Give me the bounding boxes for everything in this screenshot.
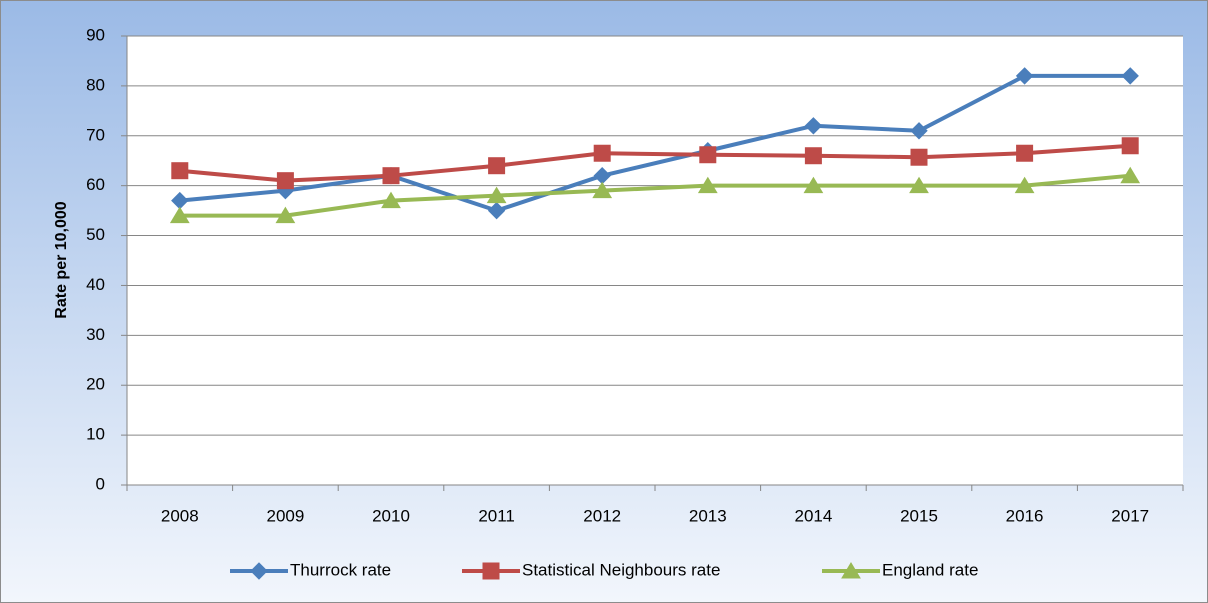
- y-tick-label: 40: [86, 275, 105, 294]
- x-tick-label: 2016: [1006, 506, 1044, 525]
- marker: [488, 157, 506, 175]
- y-tick-label: 20: [86, 375, 105, 394]
- x-tick-label: 2017: [1111, 506, 1149, 525]
- y-tick-label: 80: [86, 75, 105, 94]
- legend-marker: [841, 562, 861, 579]
- marker: [1121, 67, 1139, 85]
- x-tick-label: 2015: [900, 506, 938, 525]
- marker: [276, 172, 294, 190]
- series-line: [179, 73, 1131, 213]
- marker: [487, 201, 506, 220]
- x-tick-label: 2013: [689, 506, 727, 525]
- legend-label: England rate: [882, 560, 978, 579]
- y-tick-label: 70: [86, 125, 105, 144]
- marker: [593, 144, 611, 162]
- x-tick-label: 2010: [372, 506, 410, 525]
- marker: [909, 176, 929, 194]
- y-tick-label: 30: [86, 325, 105, 344]
- marker: [803, 176, 824, 194]
- marker: [275, 206, 296, 224]
- y-tick-label: 50: [86, 225, 105, 244]
- x-tick-label: 2011: [478, 506, 515, 525]
- marker: [382, 167, 400, 185]
- x-tick-label: 2012: [583, 506, 621, 525]
- x-tick-label: 2008: [161, 506, 199, 525]
- y-tick-label: 0: [96, 474, 105, 493]
- marker: [804, 117, 823, 135]
- plot-area: [127, 36, 1183, 485]
- marker: [910, 148, 928, 166]
- marker: [1121, 137, 1139, 155]
- marker: [804, 147, 822, 165]
- legend-label: Statistical Neighbours rate: [522, 560, 720, 579]
- y-axis-title: Rate per 10,000: [53, 201, 70, 319]
- marker: [1014, 176, 1035, 194]
- marker: [486, 186, 507, 204]
- x-tick-label: 2009: [266, 506, 304, 525]
- marker: [699, 146, 717, 164]
- y-tick-label: 60: [86, 175, 105, 194]
- marker: [381, 191, 401, 209]
- legend-marker: [482, 562, 500, 580]
- y-tick-label: 90: [86, 25, 105, 44]
- marker: [592, 181, 613, 199]
- y-tick-label: 10: [86, 425, 105, 444]
- marker: [1016, 144, 1034, 162]
- marker: [1120, 166, 1141, 184]
- legend-label: Thurrock rate: [290, 560, 391, 579]
- marker: [171, 162, 189, 180]
- legend-marker: [250, 562, 268, 580]
- marker: [169, 206, 190, 224]
- marker: [910, 122, 928, 140]
- series-line: [179, 173, 1131, 218]
- series-line: [179, 143, 1131, 183]
- marker: [697, 176, 718, 194]
- x-tick-label: 2014: [794, 506, 832, 525]
- marker: [1015, 67, 1034, 85]
